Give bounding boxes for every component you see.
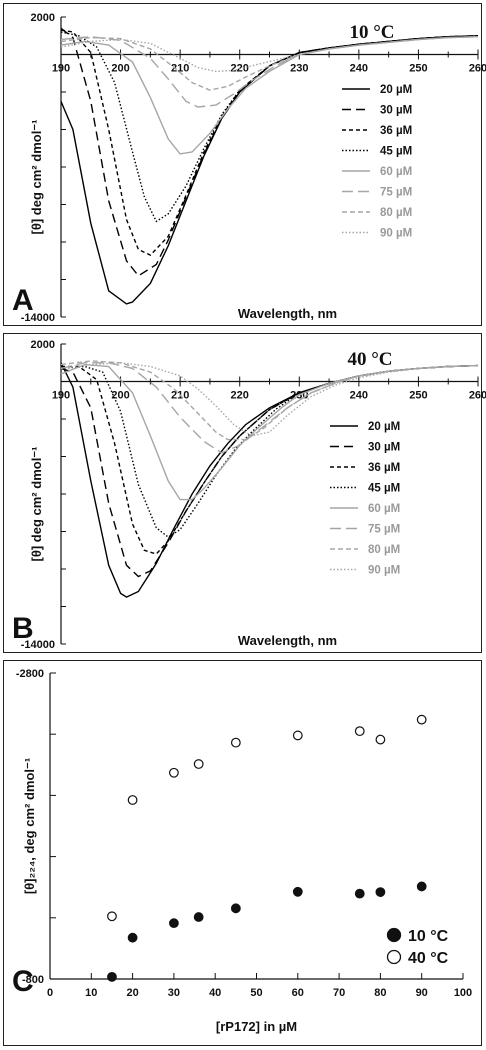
x-tick-label: 100 (454, 987, 472, 999)
x-tick-label: 230 (290, 63, 308, 75)
legend-label: 45 µM (380, 146, 412, 158)
legend-label: 60 µM (380, 166, 412, 178)
chart-panel-c: C 0 10 20 30 40 50 60 70 80 90 100 -2800 -800 [rP172]… (3, 660, 482, 1046)
data-point-10c (354, 888, 365, 899)
series-line-90Mum (60, 362, 479, 437)
data-point-10c (168, 918, 179, 929)
panel-letter-c: C (12, 965, 34, 998)
legend-label: 20 µM (380, 84, 412, 96)
data-point-40c (127, 795, 138, 805)
x-tick-label: 260 (469, 63, 486, 75)
x-tick-label: 20 (126, 987, 138, 999)
data-point-40c (292, 730, 303, 741)
x-tick-label: 210 (171, 63, 189, 75)
data-point-40c (375, 734, 386, 745)
y-tick-label: -14000 (21, 639, 55, 651)
legend-label: 40 °C (408, 950, 449, 967)
x-tick-label: 250 (409, 390, 427, 402)
x-tick-label: 200 (111, 390, 129, 402)
x-tick-label: 260 (469, 390, 486, 402)
panel-letter-b: B (12, 612, 34, 645)
chart-title: 10 °C (349, 22, 394, 43)
series-line-45Mum (60, 31, 479, 223)
y-tick-label: -14000 (21, 312, 55, 324)
x-axis-label: Wavelength, nm (238, 633, 337, 648)
x-tick-label: 240 (350, 63, 368, 75)
series-line-36Mum (61, 364, 479, 555)
legend-label: 80 µM (380, 207, 412, 219)
data-point-10c (416, 881, 427, 892)
y-axis-label: [θ] deg cm² dmol⁻¹ (29, 120, 44, 235)
data-point-10c (193, 912, 204, 922)
legend-marker (386, 949, 402, 965)
x-tick-label: 90 (416, 987, 428, 999)
x-tick-label: 30 (168, 987, 180, 999)
y-axis-label: [θ]₂₂₄, deg cm² dmol⁻¹ (22, 758, 37, 894)
legend-label: 20 µM (368, 421, 400, 433)
legend-label: 75 µM (380, 187, 412, 199)
x-axis-label: Wavelength, nm (238, 306, 337, 321)
series-line-60Mum (60, 363, 479, 501)
x-tick-label: 200 (111, 63, 129, 75)
data-point-40c (416, 714, 427, 725)
series-line-80Mum (60, 360, 479, 441)
x-tick-label: 70 (333, 987, 345, 999)
x-tick-label: 50 (250, 987, 262, 999)
x-tick-label: 250 (409, 63, 427, 75)
legend-label: 10 °C (408, 928, 449, 945)
x-tick-label: 220 (231, 390, 249, 402)
data-point-40c (107, 911, 117, 922)
data-point-10c (230, 903, 241, 914)
legend-label: 36 µM (380, 125, 412, 137)
data-point-40c (230, 737, 241, 748)
y-tick-label: -800 (22, 974, 44, 986)
legend-label: 30 µM (380, 105, 412, 117)
x-tick-label: 190 (52, 390, 70, 402)
legend-label: 90 µM (368, 565, 400, 577)
y-tick-label: 2000 (31, 12, 55, 24)
chart-panel-a: A 190 200 210 220 230 240 250 260 2000 -14000 Wave… (3, 3, 486, 326)
data-point-10c (375, 887, 386, 897)
legend-label: 75 µM (368, 524, 400, 536)
data-point-10c (127, 932, 138, 943)
panel-letter-a: A (12, 284, 34, 317)
y-tick-label: 2000 (31, 339, 55, 351)
data-point-10c (107, 971, 117, 982)
legend-label: 60 µM (368, 503, 400, 515)
x-tick-label: 240 (350, 390, 368, 402)
series-line-45Mum (60, 364, 479, 538)
series-line-90Mum (60, 36, 479, 73)
legend-label: 36 µM (368, 462, 400, 474)
legend-label: 45 µM (368, 483, 400, 495)
chart-title: 40 °C (347, 349, 392, 370)
y-axis-label: [θ] deg cm² dmol⁻¹ (29, 447, 44, 562)
ellipticity-scatter-chart: C 0 10 20 30 40 50 60 70 80 90 100 -2800 -800 [rP172]… (12, 668, 472, 1034)
series-line-36Mum (60, 29, 479, 256)
x-tick-label: 190 (52, 63, 70, 75)
x-axis-label: [rP172] in µM (216, 1019, 297, 1034)
data-point-40c (193, 759, 204, 769)
x-tick-label: 80 (374, 987, 386, 999)
data-point-40c (168, 767, 179, 778)
data-point-40c (354, 726, 365, 737)
legend-label: 80 µM (368, 544, 400, 556)
legend-label: 30 µM (368, 442, 400, 454)
x-tick-label: 40 (209, 987, 221, 999)
y-tick-label: -2800 (16, 668, 44, 680)
data-point-10c (292, 886, 303, 897)
x-tick-label: 0 (47, 987, 53, 999)
x-tick-label: 60 (292, 987, 304, 999)
chart-panel-b: B 190 200 210 220 230 240 250 260 2000 -14000 Wave… (3, 333, 486, 653)
series-line-20Mum (60, 35, 479, 305)
legend-marker (386, 927, 402, 943)
x-tick-label: 10 (85, 987, 97, 999)
legend-label: 90 µM (380, 228, 412, 240)
series-line-30Mum (60, 27, 479, 277)
